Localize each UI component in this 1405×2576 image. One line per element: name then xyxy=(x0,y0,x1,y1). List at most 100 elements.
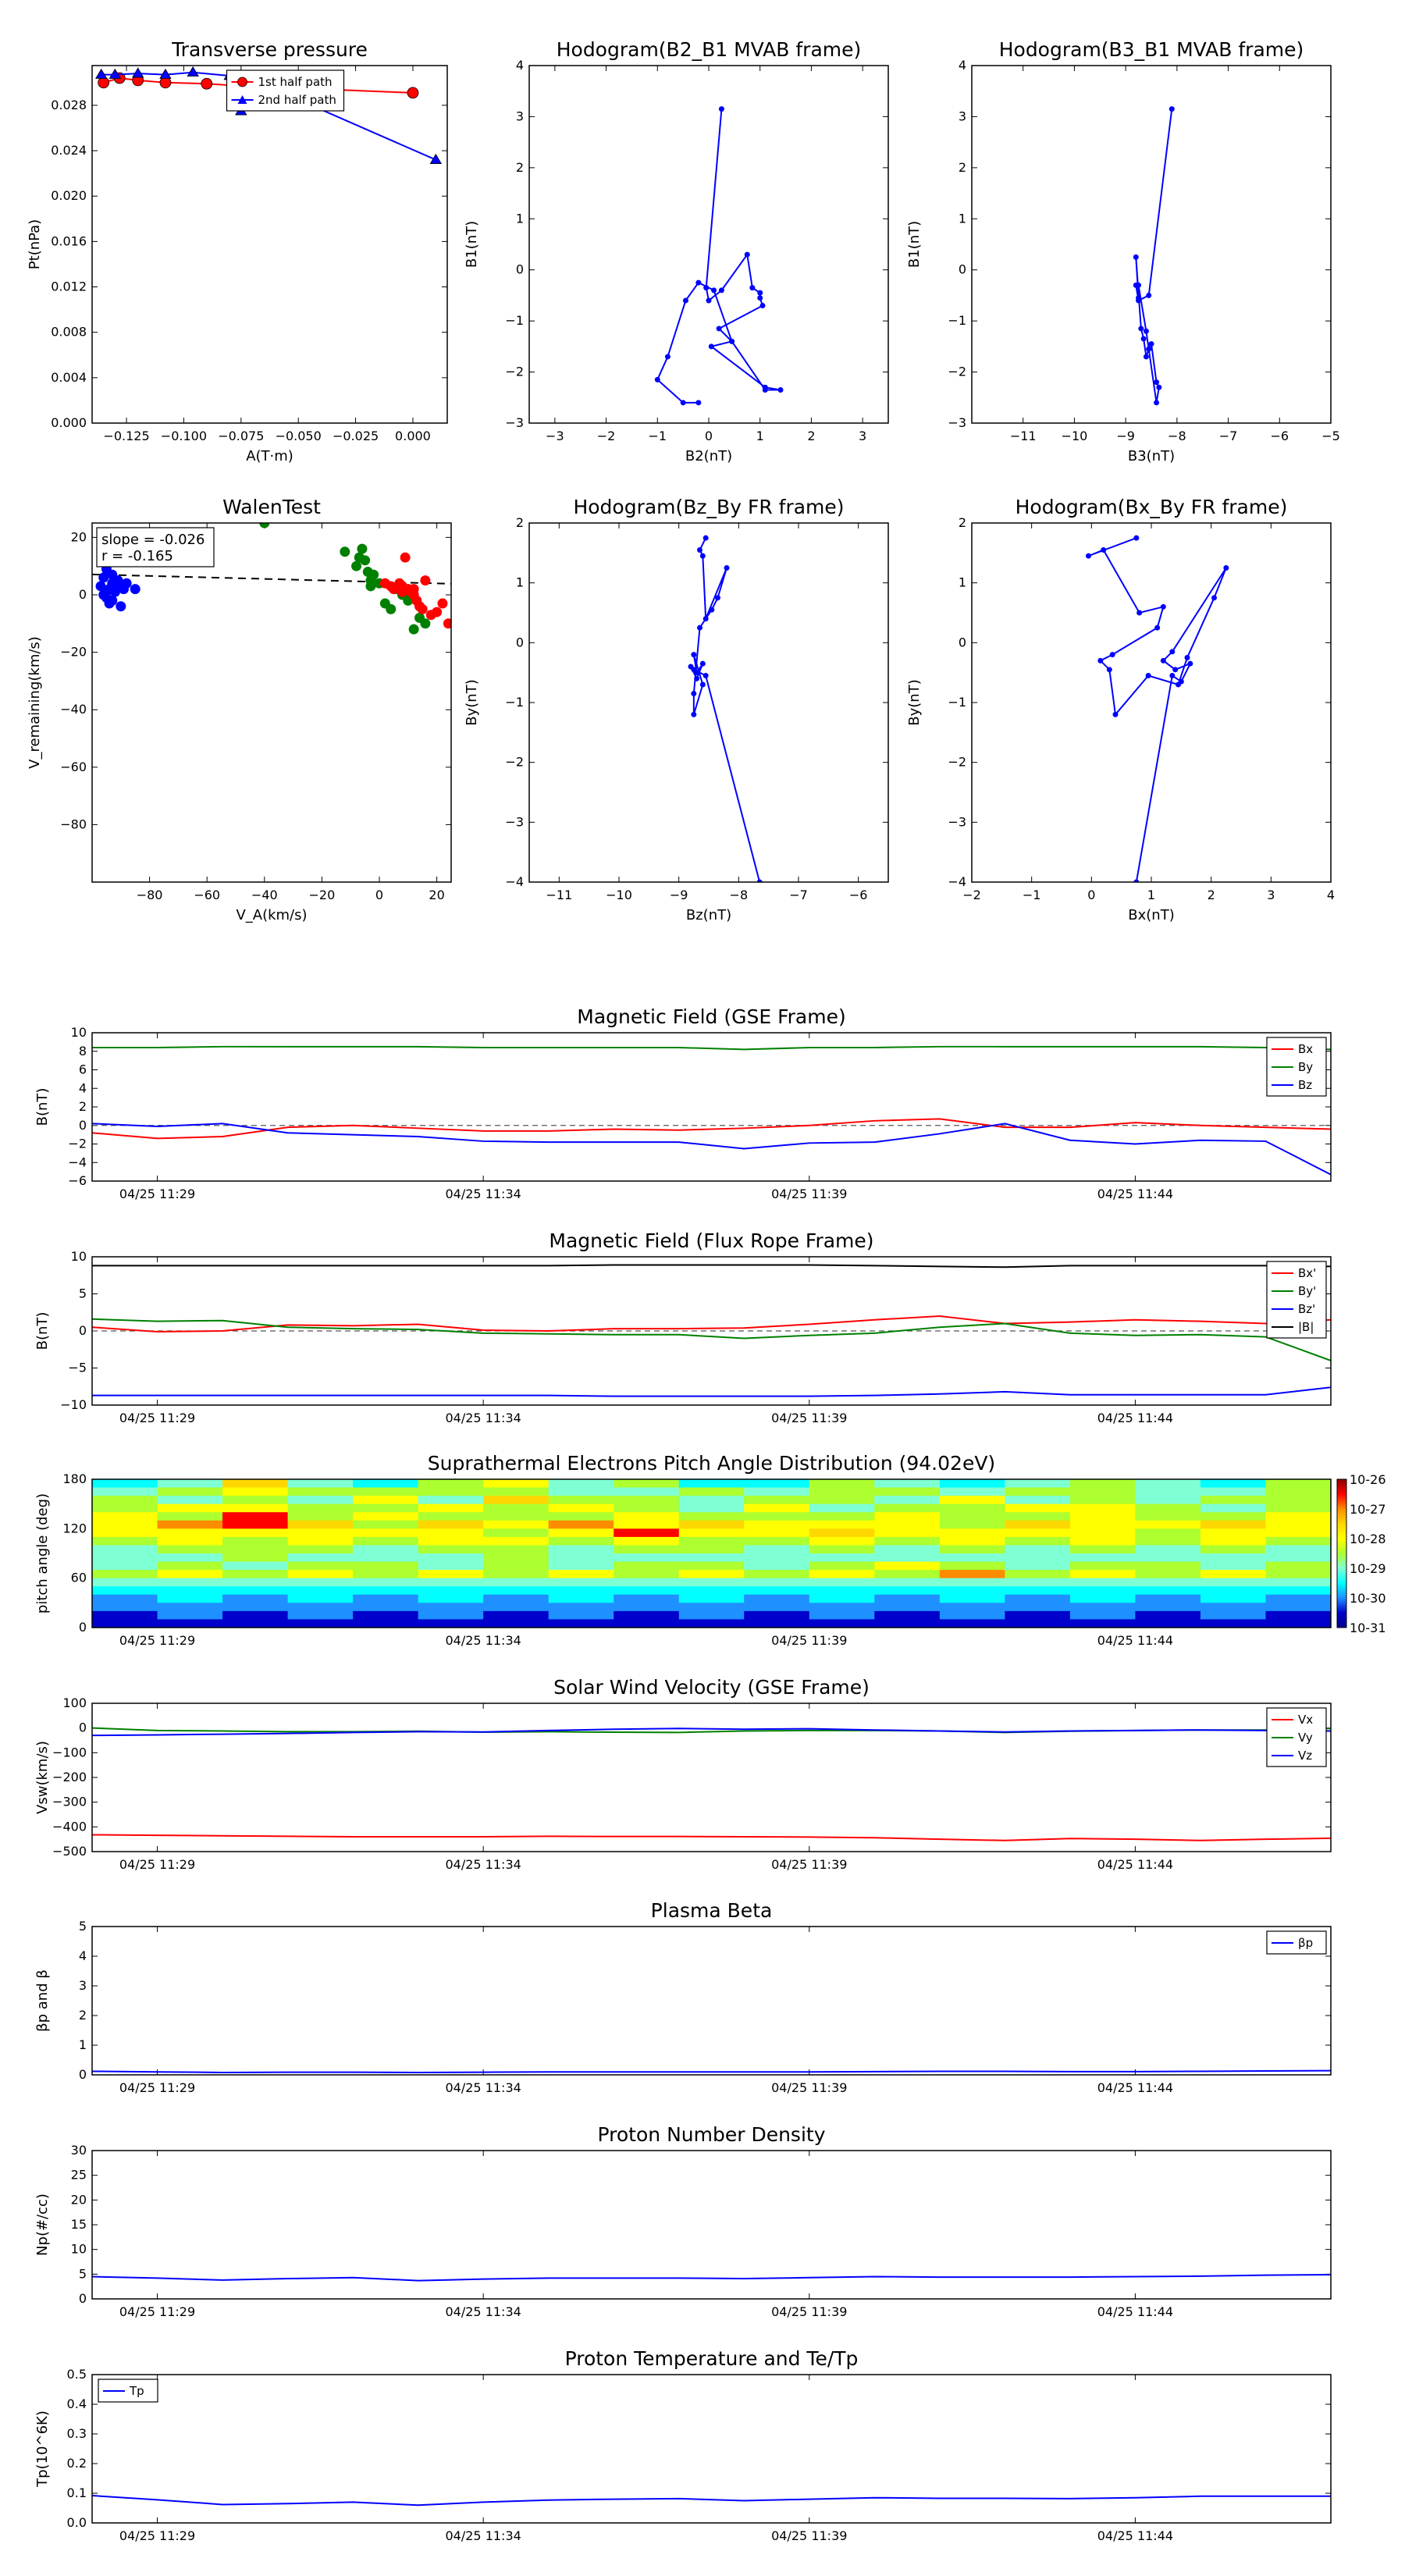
chart-title: Hodogram(Bz_By FR frame) xyxy=(573,496,844,518)
y-tick-label: 0.020 xyxy=(51,188,87,203)
chart-title: Magnetic Field (GSE Frame) xyxy=(577,1005,845,1028)
data-point xyxy=(688,664,694,670)
y-tick-label: 4 xyxy=(79,1080,87,1095)
heatmap-cell xyxy=(1200,1594,1267,1603)
heatmap-cell xyxy=(1005,1553,1071,1563)
data-point xyxy=(756,879,763,882)
x-tick-label: 04/25 11:34 xyxy=(446,2080,521,2095)
y-axis-label: B(nT) xyxy=(34,1088,51,1126)
heatmap-cell xyxy=(1135,1553,1201,1563)
plot-area xyxy=(92,2495,1331,2507)
y-tick-label: −4 xyxy=(505,874,524,889)
heatmap-cell xyxy=(548,1586,614,1596)
heatmap-cell xyxy=(222,1619,289,1628)
heatmap-cell xyxy=(678,1512,745,1521)
panel-mag-field-gse: Magnetic Field (GSE Frame) −6 −4 −2 0 2 4 6 8 10 0… xyxy=(34,1005,1332,1201)
heatmap-cell xyxy=(678,1520,745,1529)
heatmap-cell xyxy=(809,1603,875,1612)
heatmap-cell xyxy=(809,1503,875,1513)
data-point xyxy=(357,543,368,554)
heatmap-cell xyxy=(483,1553,550,1563)
data-point xyxy=(1143,354,1149,360)
data-point xyxy=(702,616,709,622)
x-tick-label: 04/25 11:29 xyxy=(119,1857,195,1872)
heatmap-cell xyxy=(222,1479,289,1489)
heatmap-cell xyxy=(678,1610,745,1621)
heatmap-cell xyxy=(92,1479,158,1489)
heatmap-cell xyxy=(614,1528,680,1538)
data-point xyxy=(95,68,108,79)
heatmap-cell xyxy=(92,1528,158,1538)
y-tick-label: 3 xyxy=(79,1978,87,1993)
heatmap-cell xyxy=(418,1619,484,1628)
heatmap-cell xyxy=(678,1561,745,1571)
series-line xyxy=(92,1727,1331,1737)
heatmap-cell xyxy=(222,1603,289,1612)
series-line xyxy=(656,109,781,404)
data-point xyxy=(1097,657,1104,664)
heatmap-cell xyxy=(809,1496,875,1505)
heatmap-cell xyxy=(222,1536,289,1546)
colorbar xyxy=(1336,1478,1347,1628)
data-point xyxy=(116,601,126,612)
heatmap-cell xyxy=(1069,1594,1136,1603)
y-tick-label: 0.012 xyxy=(51,279,87,294)
legend-label: 1st half path xyxy=(258,75,333,89)
heatmap-cell xyxy=(874,1520,941,1529)
heatmap-cell xyxy=(92,1610,158,1621)
heatmap-cell xyxy=(939,1496,1005,1505)
heatmap-cell xyxy=(287,1553,354,1563)
heatmap-cell xyxy=(418,1610,484,1621)
y-tick-label: 10 xyxy=(71,1249,87,1264)
data-point xyxy=(777,386,784,393)
chart-title: Proton Number Density xyxy=(598,2123,826,2146)
heatmap-cell xyxy=(1135,1586,1201,1596)
y-tick-label: −1 xyxy=(948,313,966,328)
data-point xyxy=(1136,610,1143,616)
x-tick-label: 04/25 11:29 xyxy=(119,2304,195,2319)
heatmap-cell xyxy=(353,1536,419,1546)
heatmap-cell xyxy=(483,1512,550,1521)
series-line xyxy=(92,1386,1331,1397)
chart-title: Plasma Beta xyxy=(651,1899,773,1922)
heatmap-cell xyxy=(809,1520,875,1529)
y-tick-label: 0.2 xyxy=(67,2456,87,2471)
heatmap-cell xyxy=(222,1610,289,1621)
heatmap-cell xyxy=(157,1528,223,1538)
heatmap-cell xyxy=(548,1496,614,1505)
heatmap-cell xyxy=(157,1570,223,1579)
data-point xyxy=(1109,652,1115,658)
plot-frame xyxy=(91,522,452,883)
x-tick-label: 04/25 11:34 xyxy=(446,1857,521,1872)
y-tick-label: 2 xyxy=(516,515,524,530)
legend-label: 2nd half path xyxy=(258,93,336,107)
heatmap-cell xyxy=(874,1610,941,1621)
heatmap-cell xyxy=(1200,1561,1267,1571)
heatmap-cell xyxy=(1135,1570,1201,1579)
legend: Bx By Bz xyxy=(1266,1037,1327,1097)
y-tick-label: 0 xyxy=(79,1323,87,1338)
heatmap-cell xyxy=(1005,1528,1071,1538)
heatmap-cell xyxy=(614,1586,680,1596)
heatmap-cell xyxy=(157,1545,223,1554)
heatmap-cell xyxy=(744,1619,810,1628)
colorbar-label: 10-28 xyxy=(1350,1532,1386,1546)
data-point xyxy=(408,624,419,635)
heatmap-cell xyxy=(678,1603,745,1612)
panel-plasma-beta: Plasma Beta 0 1 2 3 4 5 04/25 11:29 04/25 11:34 0… xyxy=(34,1899,1332,2095)
heatmap-cell xyxy=(548,1528,614,1538)
heatmap-cell xyxy=(874,1603,941,1612)
data-point xyxy=(259,523,270,528)
heatmap-cell xyxy=(353,1496,419,1505)
data-point xyxy=(682,297,688,304)
heatmap-cell xyxy=(1069,1479,1136,1489)
heatmap-cell xyxy=(157,1553,223,1563)
y-tick-label: 0.008 xyxy=(51,325,87,340)
data-point xyxy=(1133,535,1140,541)
y-tick-label: 0.3 xyxy=(67,2426,87,2441)
data-point xyxy=(702,535,709,541)
heatmap-cell xyxy=(809,1619,875,1628)
heatmap-cell xyxy=(809,1487,875,1496)
x-tick-label: 04/25 11:39 xyxy=(771,2528,847,2543)
data-point xyxy=(708,343,714,350)
